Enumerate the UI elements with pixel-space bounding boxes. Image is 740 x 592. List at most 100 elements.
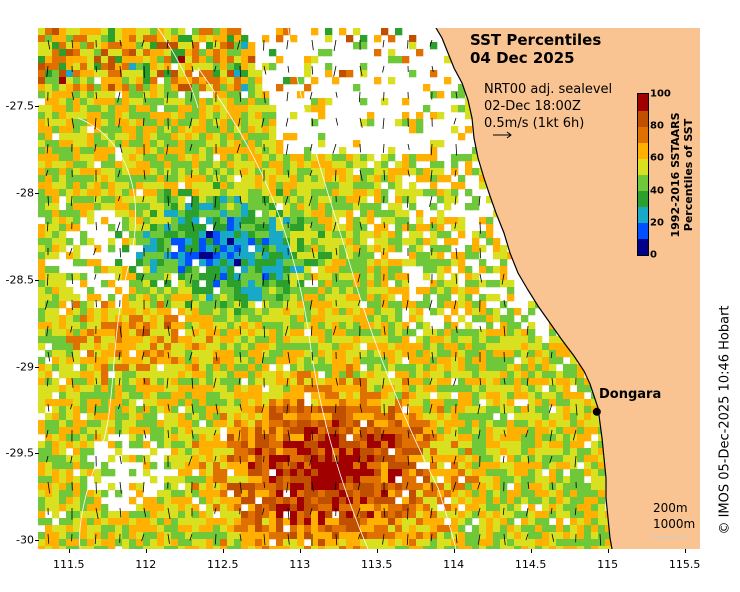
sst-cell <box>451 287 459 295</box>
sst-cell <box>213 217 221 225</box>
sst-cell <box>346 420 354 428</box>
sst-cell <box>192 511 200 519</box>
sst-cell <box>206 105 214 113</box>
sst-cell <box>255 238 263 246</box>
current-arrow <box>143 117 145 126</box>
current-arrow <box>311 65 314 75</box>
sst-cell <box>80 504 88 512</box>
sst-cell <box>234 70 242 78</box>
sst-cell <box>472 483 480 491</box>
sst-cell <box>241 315 249 323</box>
sst-cell <box>87 420 95 428</box>
sst-cell <box>269 511 277 519</box>
sst-cell <box>269 287 277 295</box>
current-arrow <box>213 377 217 388</box>
sst-cell <box>143 42 151 50</box>
sst-cell <box>570 539 578 547</box>
sst-cell <box>332 154 340 162</box>
sst-cell <box>409 308 417 316</box>
sst-cell <box>143 308 151 316</box>
sst-cell <box>87 364 95 372</box>
sst-cell <box>465 364 473 372</box>
sst-cell <box>227 182 235 190</box>
sst-cell <box>248 49 256 57</box>
sst-cell <box>143 175 151 183</box>
sst-cell <box>234 140 242 148</box>
sst-cell <box>465 371 473 379</box>
sst-cell <box>283 476 291 484</box>
sst-cell <box>318 196 326 204</box>
sst-cell <box>332 189 340 197</box>
sst-cell <box>143 266 151 274</box>
sst-cell <box>325 196 333 204</box>
sst-cell <box>269 497 277 505</box>
sst-cell <box>66 399 74 407</box>
sst-cell <box>549 350 557 358</box>
sst-cell <box>325 504 333 512</box>
sst-cell <box>129 154 137 162</box>
sst-cell <box>38 280 46 288</box>
sst-cell <box>388 511 396 519</box>
current-arrow <box>166 39 169 49</box>
sst-cell <box>374 455 382 463</box>
sst-cell <box>129 28 137 36</box>
sst-cell <box>122 322 130 330</box>
current-arrow <box>549 429 553 442</box>
sst-cell <box>395 28 403 36</box>
sst-cell <box>241 490 249 498</box>
sst-cell <box>311 28 319 36</box>
sst-cell <box>584 546 592 549</box>
current-arrow <box>93 247 97 256</box>
sst-cell <box>514 483 522 491</box>
sst-cell <box>129 392 137 400</box>
sst-cell <box>150 126 158 134</box>
sst-cell <box>157 532 165 540</box>
sst-cell <box>108 91 116 99</box>
sst-cell <box>38 532 46 540</box>
sst-cell <box>325 287 333 295</box>
sst-cell <box>199 259 207 267</box>
sst-cell <box>332 217 340 225</box>
sst-cell <box>94 35 102 43</box>
current-arrow <box>478 195 481 206</box>
sst-cell <box>563 532 571 540</box>
sst-cell <box>318 245 326 253</box>
sst-cell <box>311 238 319 246</box>
sst-cell <box>87 133 95 141</box>
current-arrow <box>334 481 337 490</box>
sst-cell <box>367 273 375 281</box>
sst-cell <box>38 189 46 197</box>
sst-cell <box>87 161 95 169</box>
current-arrow <box>335 117 339 126</box>
sst-cell <box>409 357 417 365</box>
sst-cell <box>248 98 256 106</box>
sst-cell <box>346 441 354 449</box>
sst-cell <box>528 427 536 435</box>
sst-cell <box>59 525 67 533</box>
sst-cell <box>402 98 410 106</box>
sst-cell <box>143 287 151 295</box>
sst-cell <box>143 525 151 533</box>
sst-cell <box>143 154 151 162</box>
sst-cell <box>108 406 116 414</box>
sst-cell <box>311 301 319 309</box>
sst-cell <box>339 455 347 463</box>
sst-cell <box>122 98 130 106</box>
sst-cell <box>304 343 312 351</box>
map-plot-area[interactable] <box>38 28 700 549</box>
sst-cell <box>45 413 53 421</box>
sst-cell <box>269 133 277 141</box>
sst-cell <box>38 161 46 169</box>
sst-cell <box>45 112 53 120</box>
sst-cell <box>199 532 207 540</box>
sst-cell <box>549 497 557 505</box>
sst-cell <box>185 63 193 71</box>
sst-cell <box>423 525 431 533</box>
sst-cell <box>500 315 508 323</box>
sst-cell <box>234 441 242 449</box>
sst-cell <box>66 35 74 43</box>
sst-cell <box>213 77 221 85</box>
sst-cell <box>199 371 207 379</box>
sst-cell <box>80 91 88 99</box>
sst-cell <box>591 476 599 484</box>
